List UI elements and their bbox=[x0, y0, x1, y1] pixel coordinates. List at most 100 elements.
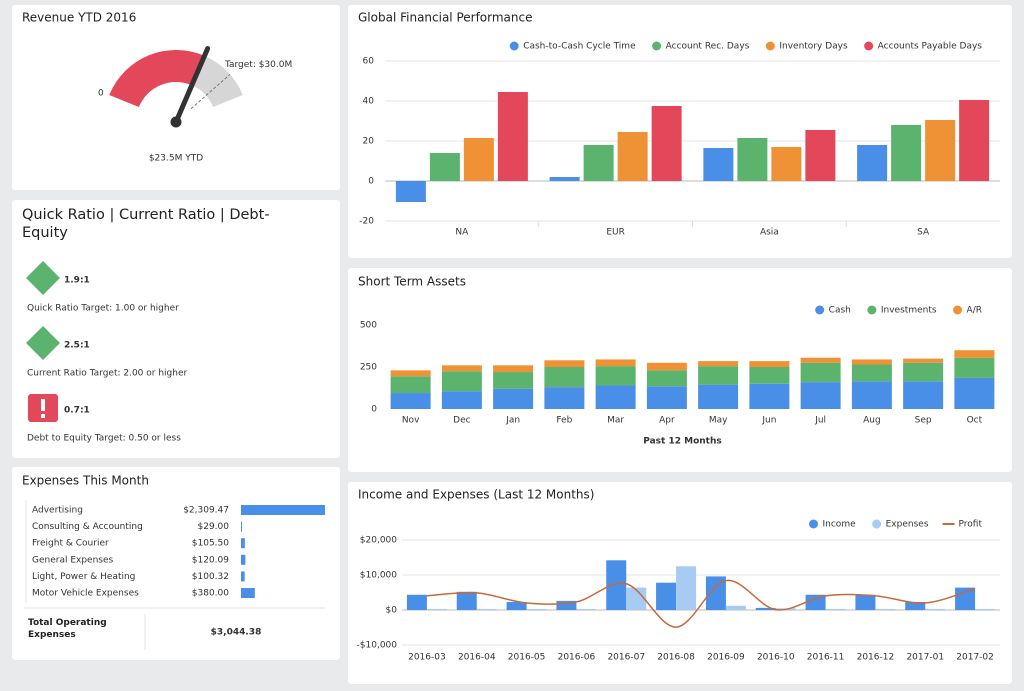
bar-segment bbox=[698, 366, 739, 385]
x-tick-label: Dec bbox=[453, 416, 470, 426]
x-axis-title: Past 12 Months bbox=[643, 437, 722, 447]
bar bbox=[576, 608, 597, 610]
x-tick-label: May bbox=[709, 416, 728, 426]
expense-bar bbox=[241, 521, 243, 532]
x-tick-label: Sep bbox=[915, 416, 932, 426]
y-tick-label: 40 bbox=[363, 97, 375, 107]
bar-segment bbox=[903, 358, 944, 363]
y-tick-label: 20 bbox=[363, 137, 375, 147]
gauge-fill bbox=[109, 49, 205, 108]
y-tick-label: 0 bbox=[371, 405, 377, 415]
bar-segment bbox=[390, 393, 431, 409]
expense-category: General Expenses bbox=[32, 555, 114, 565]
bar-segment bbox=[390, 376, 431, 394]
legend-marker bbox=[864, 41, 874, 51]
x-tick-label: Jan bbox=[505, 416, 520, 426]
x-tick-label: Mar bbox=[607, 416, 624, 426]
bar bbox=[855, 594, 876, 610]
x-tick-label: 2016-03 bbox=[408, 653, 446, 663]
bar bbox=[705, 576, 726, 610]
bar-segment bbox=[646, 386, 687, 409]
expense-category: Consulting & Accounting bbox=[32, 522, 143, 532]
legend-marker bbox=[953, 305, 963, 315]
gauge-needle bbox=[173, 46, 211, 125]
bar bbox=[526, 608, 547, 610]
expense-bar bbox=[241, 538, 245, 549]
x-tick-label: 2016-10 bbox=[757, 653, 795, 663]
y-tick-label: $0 bbox=[386, 606, 398, 616]
ratios-title-box: Quick Ratio | Current Ratio | Debt-Equit… bbox=[22, 207, 270, 241]
x-tick-label: 2016-09 bbox=[707, 653, 745, 663]
bar-segment bbox=[749, 367, 790, 384]
x-tick-label: 2016-04 bbox=[458, 653, 496, 663]
bar bbox=[429, 153, 460, 181]
x-tick-label: Feb bbox=[556, 416, 572, 426]
gauge-value-label: $23.5M YTD bbox=[149, 154, 203, 164]
x-tick-label: SA bbox=[917, 228, 930, 238]
bar-segment bbox=[903, 381, 944, 409]
bar-segment bbox=[851, 364, 892, 382]
expense-category: Advertising bbox=[32, 506, 83, 516]
bar-segment bbox=[544, 360, 585, 367]
bar bbox=[456, 591, 477, 610]
x-tick-label: NA bbox=[455, 228, 469, 238]
bar bbox=[426, 608, 447, 610]
bar bbox=[676, 566, 697, 610]
bar-segment bbox=[595, 366, 636, 386]
panel-title: Revenue YTD 2016 bbox=[22, 11, 136, 25]
total-label-box: Total Operating Expenses bbox=[28, 618, 107, 640]
expense-value: $100.32 bbox=[192, 572, 229, 582]
expense-value: $105.50 bbox=[192, 539, 229, 549]
x-tick-label: Aug bbox=[863, 416, 881, 426]
bar-segment bbox=[800, 382, 841, 409]
x-tick-label: Apr bbox=[659, 416, 675, 426]
y-tick-label: 0 bbox=[368, 177, 374, 187]
legend-marker bbox=[652, 41, 662, 51]
bar-segment bbox=[749, 361, 790, 367]
x-tick-label: EUR bbox=[606, 228, 625, 238]
x-tick-label: 2017-01 bbox=[906, 653, 944, 663]
bar-segment bbox=[800, 362, 841, 383]
bar bbox=[549, 177, 580, 181]
panel bbox=[12, 467, 340, 660]
x-tick-label: Jul bbox=[814, 416, 826, 426]
legend-marker bbox=[765, 41, 775, 51]
y-tick-label: 250 bbox=[360, 363, 377, 373]
legend-label: Cash-to-Cash Cycle Time bbox=[523, 42, 636, 52]
bar-segment bbox=[493, 388, 534, 409]
bar bbox=[905, 601, 926, 610]
status-icon-glyph bbox=[41, 399, 45, 411]
panel-title: Global Financial Performance bbox=[358, 11, 533, 25]
y-tick-label: 500 bbox=[360, 321, 377, 331]
legend-marker bbox=[509, 41, 519, 51]
bar bbox=[925, 608, 946, 610]
bar bbox=[656, 582, 677, 610]
bar bbox=[805, 130, 836, 181]
gauge-track bbox=[191, 55, 243, 108]
legend-label: Account Rec. Days bbox=[666, 42, 750, 52]
legend-label: Investments bbox=[881, 306, 937, 316]
ratio-value: 2.5:1 bbox=[64, 341, 90, 351]
bar-segment bbox=[493, 365, 534, 373]
expense-category: Motor Vehicle Expenses bbox=[32, 589, 139, 599]
expense-bar bbox=[241, 571, 245, 582]
bar-segment bbox=[698, 384, 739, 409]
ratio-target: Debt to Equity Target: 0.50 or less bbox=[27, 434, 181, 444]
bar-segment bbox=[903, 362, 944, 382]
bar bbox=[506, 601, 527, 610]
bar bbox=[606, 560, 627, 610]
x-tick-label: 2016-08 bbox=[657, 653, 695, 663]
x-tick-label: Asia bbox=[760, 228, 779, 238]
bar bbox=[857, 145, 888, 181]
x-tick-label: Jun bbox=[761, 416, 776, 426]
total-value: $3,044.38 bbox=[211, 628, 262, 638]
y-tick-label: $10,000 bbox=[360, 571, 397, 581]
x-tick-label: Oct bbox=[967, 416, 983, 426]
bar bbox=[406, 594, 427, 610]
panel-title: Expenses This Month bbox=[22, 474, 149, 488]
bar-segment bbox=[493, 372, 534, 389]
panel-title: Income and Expenses (Last 12 Months) bbox=[358, 488, 594, 502]
bar-segment bbox=[851, 359, 892, 365]
x-tick-label: Nov bbox=[402, 416, 420, 426]
